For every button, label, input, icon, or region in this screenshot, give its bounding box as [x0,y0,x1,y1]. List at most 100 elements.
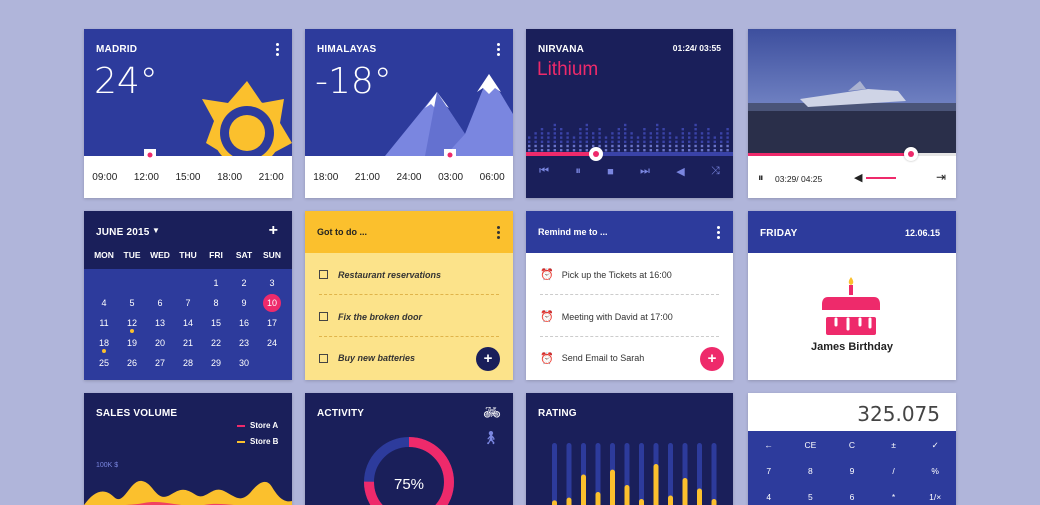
rating-bar [682,478,688,505]
calculator-key[interactable]: 5 [808,492,813,502]
music-progress-handle[interactable] [589,147,603,161]
calendar-day[interactable]: 17 [266,318,277,328]
more-icon[interactable] [497,43,501,58]
calculator-key[interactable]: % [931,466,939,476]
calendar-day[interactable]: 8 [213,298,219,308]
volume-icon[interactable]: ◀ [676,166,685,178]
music-progress-bar[interactable] [526,152,733,156]
calendar-day[interactable]: 2 [241,278,247,288]
volume-slider[interactable] [866,177,896,179]
calendar-day[interactable]: 19 [126,338,137,348]
time-label: 15:00 [175,172,201,183]
rating-bar [595,492,601,505]
video-frame-image [748,29,956,153]
music-progress-fill [526,152,597,156]
bicycle-icon[interactable]: 🚲︎ [483,404,501,420]
calendar-day[interactable]: 16 [238,318,249,328]
calendar-day[interactable]: 12 [118,313,146,333]
exit-fullscreen-icon[interactable]: ⇥ [935,170,946,184]
calendar-day[interactable]: 29 [210,358,221,368]
more-icon[interactable] [276,43,280,58]
shuffle-icon[interactable]: ⤨ [710,165,720,177]
timeline-marker[interactable] [444,149,456,163]
chevron-down-icon[interactable]: ▼ [152,226,160,235]
calculator-key[interactable]: ✓ [931,439,939,450]
video-progress-bar[interactable] [748,153,956,156]
checkbox[interactable] [319,270,328,279]
calculator-key[interactable]: / [892,466,895,476]
time-label: 24:00 [396,172,422,183]
calendar-day[interactable]: 9 [241,298,247,308]
calculator-key[interactable]: ← [764,440,774,450]
calendar-month[interactable]: JUNE 2015 [96,227,150,238]
reminder-item[interactable]: ⏰ Send Email to Sarah [540,338,719,378]
weekday: FRI [209,250,223,260]
pause-icon[interactable]: ⏸ [575,165,581,177]
more-icon[interactable] [717,226,721,241]
todo-item[interactable]: Buy new batteries [319,338,499,378]
timeline-marker[interactable] [144,149,156,163]
calculator-card: 325.075 ← CE C ± ✓ 7 8 9 /% 4 5 6 * 1/× [748,393,956,505]
add-event-icon[interactable]: + [268,222,278,239]
rating-bar [711,499,717,505]
time-label: 12:00 [133,172,159,183]
calculator-key[interactable]: CE [804,440,817,450]
rating-bar [610,469,615,505]
calendar-day[interactable]: 7 [185,298,191,308]
calendar-day[interactable]: 15 [210,318,221,328]
activity-card: ACTIVITY 🚲︎ 🚶︎ 75% [305,393,513,505]
calculator-key[interactable]: C [848,440,856,450]
more-icon[interactable] [497,226,501,241]
previous-icon[interactable]: ⏮ [539,165,550,177]
calculator-key[interactable]: 7 [766,466,772,476]
stop-icon[interactable]: ■ [607,165,614,178]
checkbox[interactable] [319,312,328,321]
calendar-day[interactable]: 6 [157,298,163,308]
calculator-key[interactable]: 6 [849,492,855,502]
calculator-key[interactable]: 1/× [929,492,942,502]
calendar-day[interactable]: 10 [258,293,286,313]
reminder-item[interactable]: ⏰ Pick up the Tickets at 16:00 [540,255,719,295]
volume-icon[interactable]: ◀ [854,172,863,184]
walking-icon[interactable]: 🚶︎ [482,430,499,445]
calendar-day[interactable]: 21 [182,338,193,348]
calendar-day[interactable]: 18 [90,333,118,353]
legend-store-b: Store B [237,437,278,446]
calendar-day[interactable]: 27 [154,358,165,368]
reminder-item[interactable]: ⏰ Meeting with David at 17:00 [540,297,719,337]
city-label: MADRID [96,44,138,55]
calendar-day[interactable]: 20 [154,338,165,348]
time-label: 21:00 [258,172,284,183]
calendar-day[interactable]: 24 [266,338,277,348]
calendar-day[interactable]: 3 [269,278,275,288]
todo-item[interactable]: Fix the broken door [319,297,499,337]
checkbox[interactable] [319,353,328,363]
calendar-day[interactable]: 5 [129,298,135,308]
calendar-day[interactable]: 28 [182,358,193,368]
calculator-key[interactable]: 8 [808,466,813,476]
city-label: HIMALAYAS [317,44,377,55]
calendar-day[interactable]: 26 [126,358,137,368]
event-dot [130,329,134,333]
calculator-key[interactable]: ± [891,440,896,450]
next-icon[interactable]: ⏭ [640,165,650,177]
calendar-day[interactable]: 4 [101,298,107,308]
calendar-week: 25 26 27 28 29 30 [90,353,286,373]
calendar-day[interactable]: 30 [238,358,249,368]
calculator-key[interactable]: * [891,492,896,502]
calendar-day[interactable]: 23 [238,338,249,348]
add-todo-button[interactable]: + [476,347,500,371]
calendar-day[interactable]: 14 [182,318,193,328]
calendar-day[interactable]: 25 [98,358,109,368]
todo-item[interactable]: Restaurant reservations [319,255,499,295]
calendar-day[interactable]: 22 [210,338,221,348]
calendar-day[interactable]: 11 [99,318,109,328]
calculator-key[interactable]: 9 [849,466,855,476]
video-progress-handle[interactable] [904,147,918,161]
add-reminder-button[interactable]: + [700,347,724,371]
rating-bar [624,485,630,505]
pause-icon[interactable]: ⏸ [758,172,764,184]
calculator-key[interactable]: 4 [766,492,772,502]
calendar-day[interactable]: 1 [213,278,219,288]
calendar-day[interactable]: 13 [154,318,165,328]
